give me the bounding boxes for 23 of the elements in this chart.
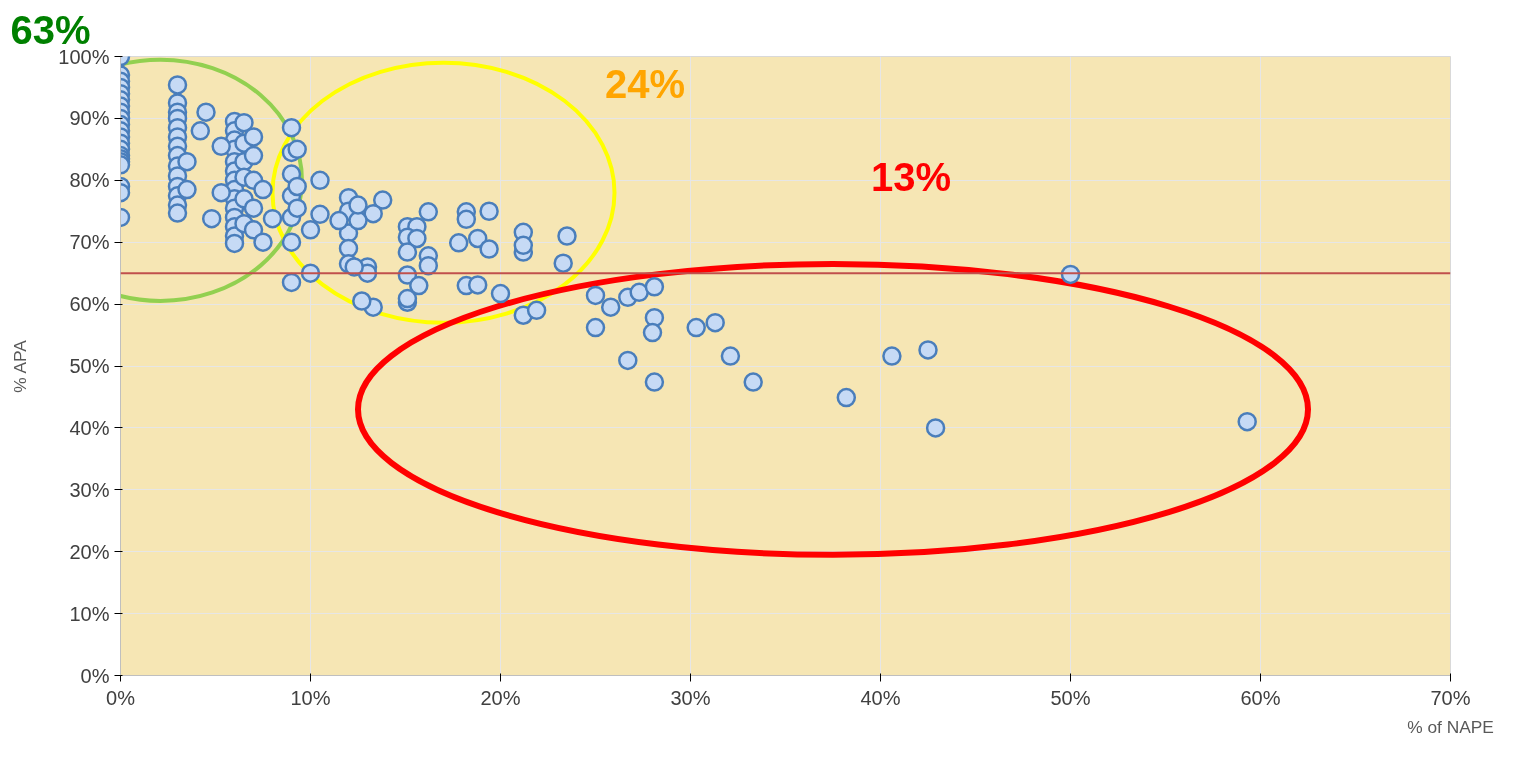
y-tick-label: 70%: [69, 231, 110, 254]
x-tick-label: 50%: [1050, 686, 1091, 709]
y-tick-label: 10%: [69, 602, 110, 625]
x-tick-label: 30%: [670, 686, 711, 709]
y-tick-label: 90%: [69, 107, 110, 130]
y-tick-label: 30%: [69, 478, 110, 501]
x-axis-title: % of NAPE: [1407, 716, 1494, 737]
x-tick-label: 20%: [480, 686, 521, 709]
annotation: 13%: [871, 154, 952, 199]
y-tick-label: 100%: [58, 45, 110, 68]
y-tick-label: 0%: [80, 664, 110, 687]
x-tick-label: 0%: [106, 686, 136, 709]
y-tick-label: 40%: [69, 416, 110, 439]
annotation: 24%: [605, 62, 686, 107]
y-tick-label: 50%: [69, 355, 110, 377]
y-tick-label: 80%: [69, 169, 110, 192]
y-tick-label: 60%: [69, 293, 110, 316]
x-tick-label: 10%: [290, 686, 331, 709]
x-tick-label: 40%: [860, 686, 901, 709]
x-tick-label: 70%: [1430, 686, 1471, 709]
y-tick-label: 20%: [69, 540, 110, 563]
x-tick-label: 60%: [1240, 686, 1281, 709]
y-axis-title: % APA: [10, 339, 31, 393]
